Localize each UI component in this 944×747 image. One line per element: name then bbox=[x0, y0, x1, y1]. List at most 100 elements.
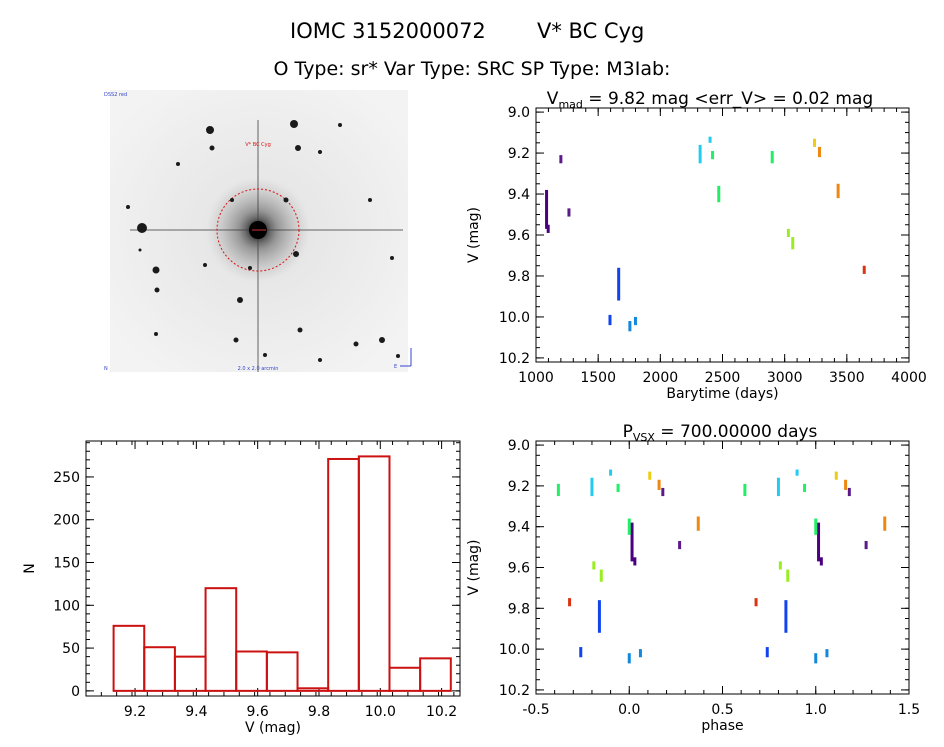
phase-curve-plot: -0.5 0.0 0.5 1.0 1.5 9.0 9.2 9.4 9.6 9.8 10.0 10.2 p… bbox=[466, 438, 920, 734]
scale-label: 2.0 x 2.0 arcmin bbox=[238, 366, 279, 372]
plot-frame bbox=[85, 440, 461, 697]
background-star bbox=[237, 297, 243, 303]
background-star bbox=[233, 337, 239, 343]
histogram-bar bbox=[173, 655, 207, 692]
y-tick-label: 9.4 bbox=[508, 187, 530, 203]
y-tick-label: 9.6 bbox=[508, 561, 530, 577]
y-tick-label: 9.2 bbox=[508, 479, 530, 495]
background-star bbox=[203, 263, 207, 267]
y-tick-label: 9.6 bbox=[508, 228, 530, 244]
background-star bbox=[126, 205, 130, 209]
histogram-bar bbox=[419, 657, 452, 692]
x-tick-label: 9.4 bbox=[185, 704, 207, 720]
background-star bbox=[338, 123, 342, 127]
background-star bbox=[379, 337, 385, 343]
histogram-bar bbox=[204, 587, 238, 692]
y-axis-label: V (mag) bbox=[466, 539, 482, 595]
background-star bbox=[154, 332, 158, 336]
aperture-circle bbox=[216, 188, 300, 272]
background-star bbox=[318, 150, 322, 154]
background-star bbox=[396, 354, 400, 358]
background-star bbox=[230, 198, 234, 202]
histogram-bar bbox=[235, 650, 268, 692]
x-tick-label: -0.5 bbox=[522, 702, 549, 718]
title-object-id: IOMC 3152000072 bbox=[290, 19, 486, 43]
sky-image: DSS2 red V* BC Cyg N 2.0 x 2.0 arcmin E bbox=[104, 90, 412, 372]
y-tick-label: 0 bbox=[71, 684, 80, 700]
x-tick-label: 10.0 bbox=[365, 704, 396, 720]
y-axis-label: V (mag) bbox=[466, 207, 482, 263]
y-tick-label: 9.0 bbox=[508, 438, 530, 454]
y-tick-label: 9.8 bbox=[508, 601, 530, 617]
background-star bbox=[137, 223, 147, 233]
background-star bbox=[263, 353, 267, 357]
x-tick-label: 0.0 bbox=[618, 702, 640, 718]
y-tick-label: 9.2 bbox=[508, 146, 530, 162]
histogram-bar bbox=[357, 455, 391, 692]
x-tick-label: 4000 bbox=[891, 370, 927, 386]
x-axis-label: V (mag) bbox=[245, 720, 301, 736]
y-tick-label: 200 bbox=[53, 513, 80, 529]
target-label: V* BC Cyg bbox=[245, 142, 271, 148]
x-tick-label: 1.5 bbox=[898, 702, 920, 718]
background-star bbox=[290, 120, 298, 128]
x-tick-label: 1.0 bbox=[805, 702, 827, 718]
x-tick-label: 9.6 bbox=[247, 704, 269, 720]
background-star bbox=[368, 198, 372, 202]
y-tick-label: 10.2 bbox=[499, 351, 530, 367]
background-star bbox=[152, 266, 160, 274]
background-star bbox=[248, 266, 252, 270]
phase-curve-title-text: PVSX = 700.00000 days bbox=[623, 422, 818, 444]
background-star bbox=[295, 145, 301, 151]
background-star bbox=[209, 145, 215, 151]
y-tick-label: 9.4 bbox=[508, 520, 530, 536]
histogram-bar bbox=[388, 666, 422, 692]
y-tick-label: 150 bbox=[53, 556, 80, 572]
background-star bbox=[353, 341, 359, 347]
background-star bbox=[138, 248, 142, 252]
x-tick-label: 3000 bbox=[767, 370, 803, 386]
title-types: O Type: sr* Var Type: SRC SP Type: M3Iab… bbox=[274, 58, 671, 80]
y-tick-label: 10.0 bbox=[499, 642, 530, 658]
x-tick-label: 0.5 bbox=[711, 702, 733, 718]
x-tick-label: 9.2 bbox=[124, 704, 146, 720]
background-star bbox=[297, 327, 303, 333]
x-axis-label: phase bbox=[701, 718, 743, 734]
y-tick-label: 100 bbox=[53, 598, 80, 614]
y-tick-label: 10.0 bbox=[499, 310, 530, 326]
y-tick-label: 10.2 bbox=[499, 683, 530, 699]
north-label: N bbox=[104, 366, 108, 372]
x-tick-label: 1000 bbox=[518, 370, 554, 386]
x-tick-label: 10.2 bbox=[426, 704, 457, 720]
x-tick-label: 3500 bbox=[829, 370, 865, 386]
histogram-bar bbox=[327, 457, 360, 692]
background-star bbox=[283, 197, 289, 203]
y-axis-label: N bbox=[22, 563, 38, 573]
east-label: E bbox=[394, 364, 397, 370]
x-tick-label: 1500 bbox=[580, 370, 616, 386]
survey-label: DSS2 red bbox=[104, 92, 127, 98]
background-star bbox=[154, 287, 160, 293]
background-star bbox=[176, 162, 180, 166]
phase-curve-title: PVSX = 700.00000 days bbox=[623, 422, 818, 444]
y-tick-label: 9.8 bbox=[508, 269, 530, 285]
x-tick-label: 9.8 bbox=[308, 704, 330, 720]
x-tick-label: 2000 bbox=[643, 370, 679, 386]
histogram-bar bbox=[296, 687, 330, 692]
plot-frame bbox=[535, 107, 910, 363]
histogram-plot: 9.2 9.4 9.6 9.8 10.0 10.2 0 50 100 150 200 250 V (ma… bbox=[22, 440, 461, 736]
y-tick-label: 9.0 bbox=[508, 105, 530, 121]
histogram-bar bbox=[265, 651, 299, 692]
y-tick-label: 250 bbox=[53, 470, 80, 486]
x-tick-label: 2500 bbox=[705, 370, 741, 386]
title-star-name: V* BC Cyg bbox=[537, 19, 644, 43]
background-star bbox=[390, 256, 394, 260]
y-tick-label: 50 bbox=[62, 641, 80, 657]
light-curve-plot: 1000 1500 2000 2500 3000 3500 4000 9.0 9.2 9.4 9.6… bbox=[466, 105, 927, 402]
histogram-bar bbox=[143, 646, 176, 692]
background-star bbox=[293, 251, 299, 257]
background-star bbox=[206, 126, 214, 134]
background-star bbox=[318, 358, 322, 362]
histogram-bar bbox=[112, 624, 146, 692]
